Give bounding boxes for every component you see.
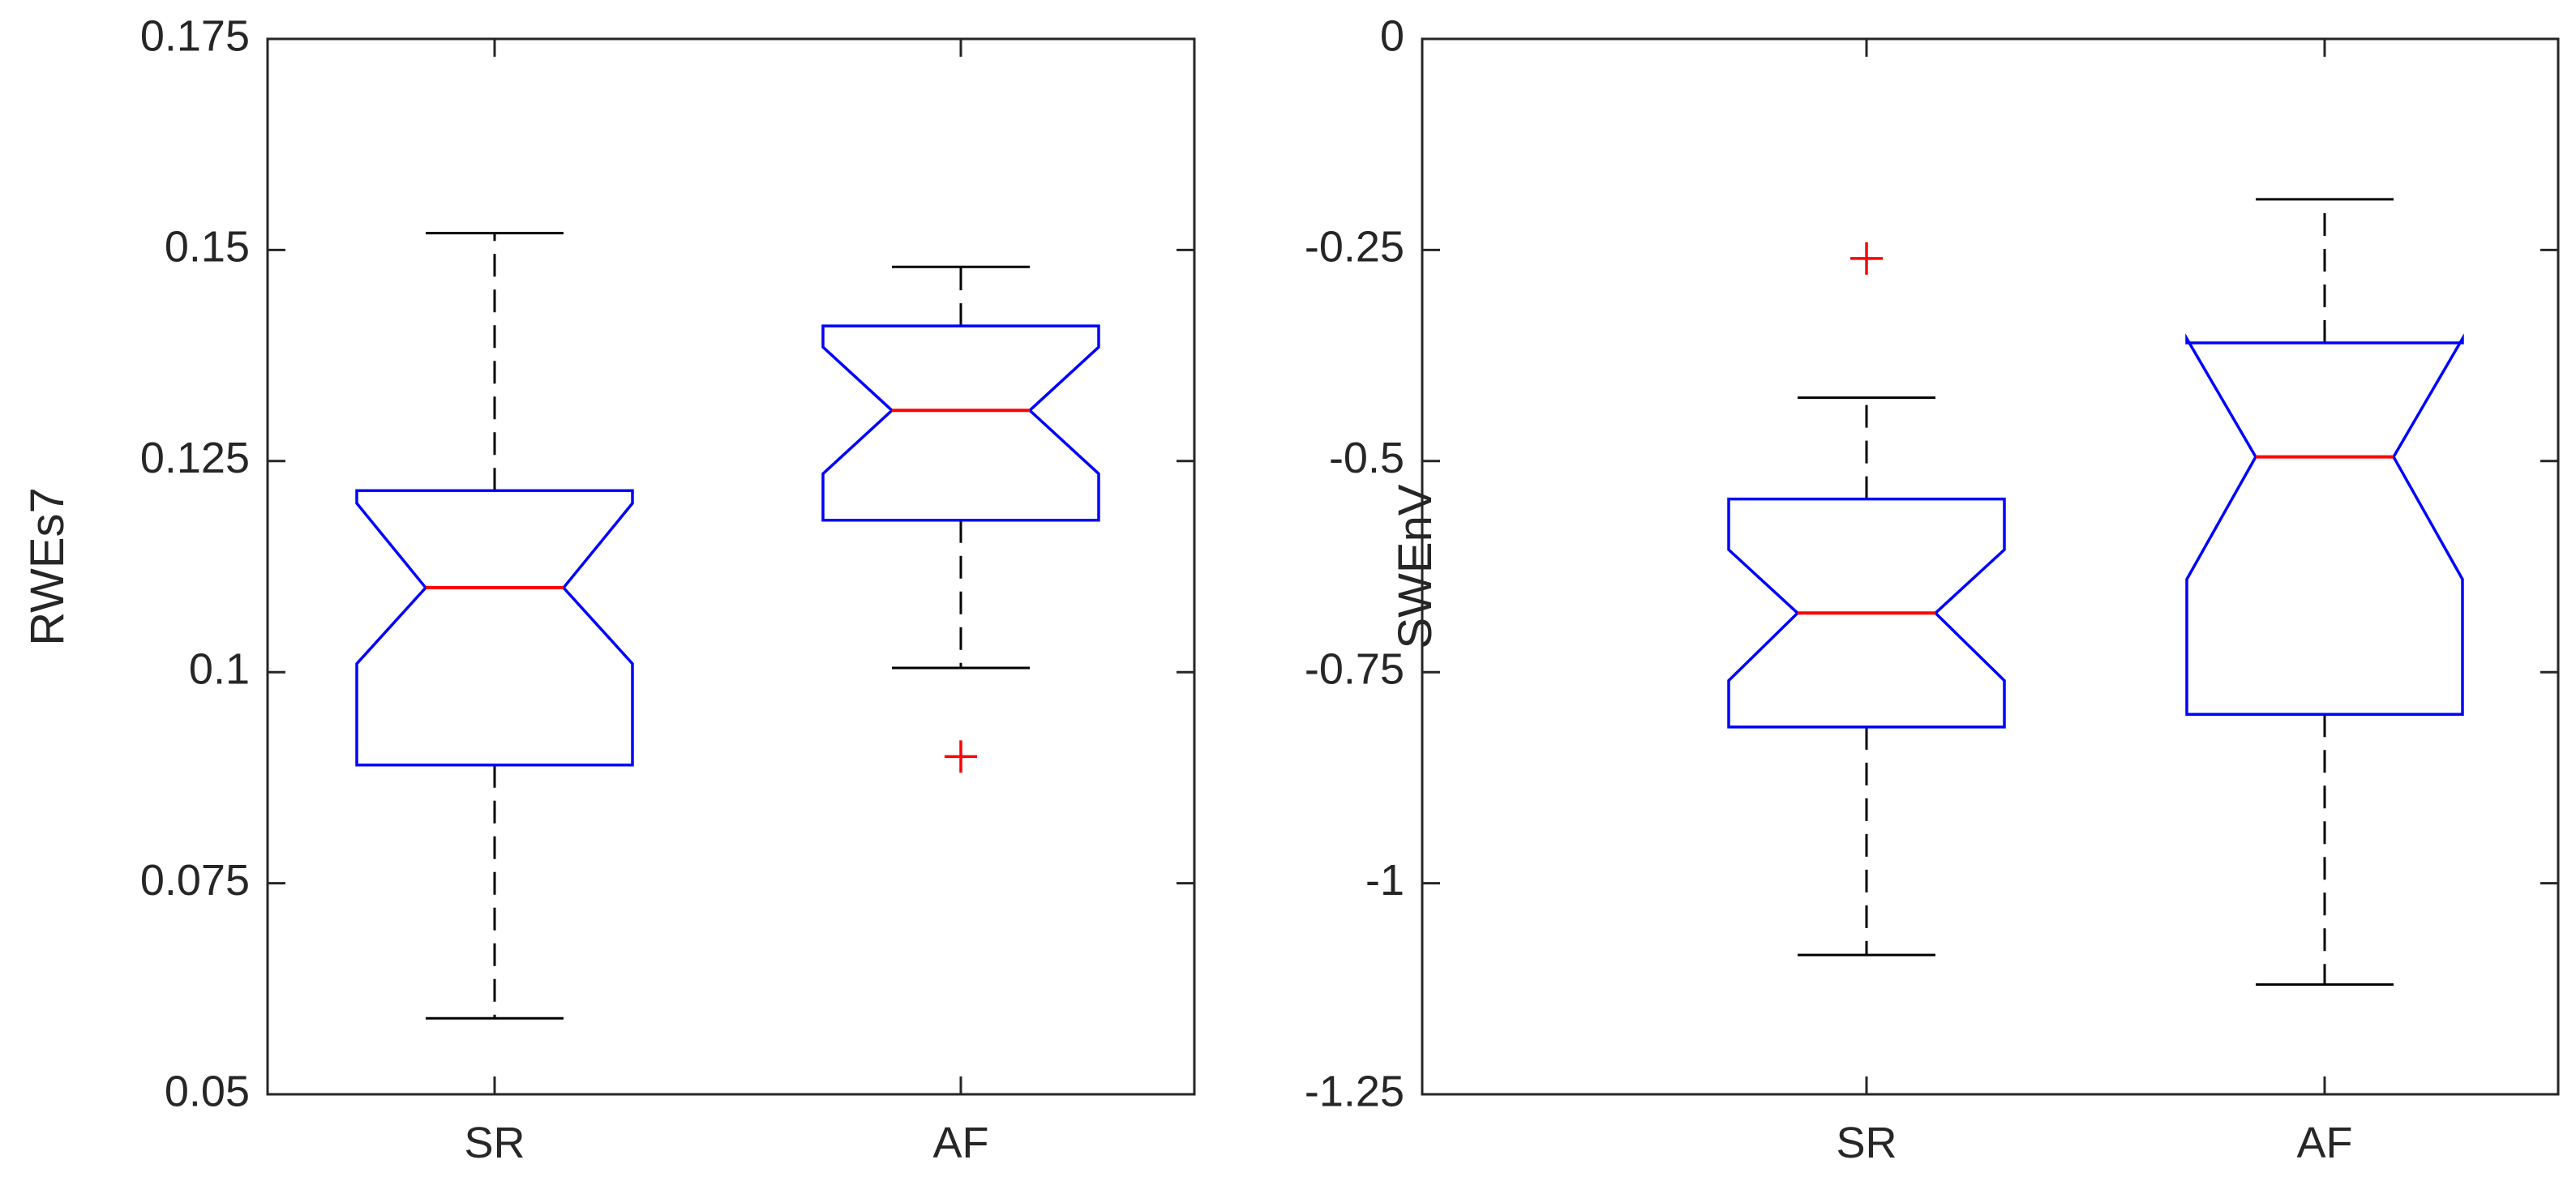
y-tick-label: 0.175 [140, 11, 250, 60]
x-tick-label: SR [464, 1119, 525, 1167]
box-sr [1727, 242, 2006, 956]
notched-box [2185, 333, 2464, 717]
notched-box [821, 324, 1100, 522]
x-tick-label: AF [932, 1119, 988, 1167]
y-tick-label: 0.05 [165, 1067, 250, 1115]
y-tick-label: -0.5 [1329, 434, 1404, 482]
x-tick-label: AF [2296, 1119, 2352, 1167]
box-af [2185, 198, 2464, 986]
plot-area-frame [1421, 37, 2560, 1096]
y-tick-label: 0.125 [140, 434, 250, 482]
y-tick-label: -0.75 [1305, 644, 1404, 693]
outlier-marker [945, 740, 977, 773]
x-tick-label: SR [1836, 1119, 1897, 1167]
box-af [821, 265, 1100, 773]
y-tick-label: 0.15 [165, 223, 250, 272]
box-sr [355, 232, 634, 1020]
notched-box [355, 489, 634, 767]
right-boxplot-panel: -1.25 -1 -0.75 -0.5 -0.25 0 SR AF SWEnV [1305, 11, 2560, 1167]
y-tick-label: -1 [1365, 856, 1404, 905]
y-tick-label: 0.1 [189, 644, 250, 693]
y-axis-label: SWEnV [1389, 484, 1442, 648]
y-tick-label: -0.25 [1305, 223, 1404, 272]
y-tick-label: -1.25 [1305, 1067, 1404, 1115]
y-tick-label: 0.075 [140, 856, 250, 905]
left-boxplot-panel: 0.05 0.075 0.1 0.125 0.15 0.175 SR AF RWEs7 [21, 11, 1196, 1167]
outlier-marker [1850, 242, 1883, 275]
plot-area-frame [266, 37, 1196, 1096]
y-axis-label: RWEs7 [21, 487, 74, 646]
y-tick-label: 0 [1380, 11, 1404, 60]
